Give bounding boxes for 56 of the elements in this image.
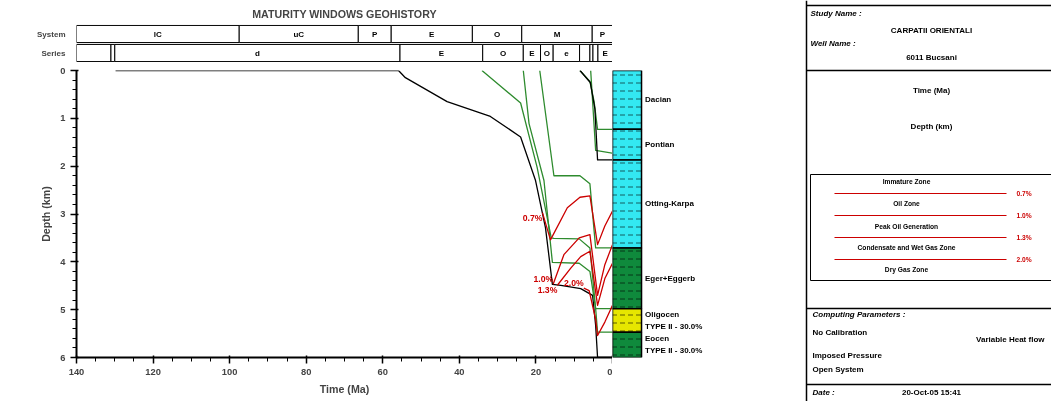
data-label: P [599, 29, 606, 39]
data-label: d [254, 48, 260, 58]
y-axis-title: Depth (km) [40, 185, 53, 242]
data-label: e [564, 48, 570, 58]
data-label: E [602, 48, 609, 58]
x-tick-label: 0 [607, 366, 613, 377]
text: Study Name : [810, 9, 862, 18]
series-label: 0.7% [522, 212, 543, 223]
x-tick-label: 20 [530, 366, 542, 377]
data-label: O [493, 29, 501, 39]
data-label: O [499, 48, 507, 58]
text: CARPATII ORIENTALI [890, 26, 973, 35]
y-tick-label: 6 [60, 352, 66, 363]
text: Time (Ma) [912, 86, 951, 95]
text: Date : [812, 388, 836, 397]
x-tick-label: 60 [377, 366, 388, 377]
text: Depth (km) [910, 122, 953, 131]
series-label: 1.3% [537, 285, 558, 296]
x-tick-label: 80 [301, 366, 312, 377]
x-tick-label: 100 [221, 366, 238, 377]
y-tick-label: 4 [60, 256, 67, 267]
data-label: lC [153, 29, 163, 39]
data-label: P [372, 29, 379, 39]
text: 20-Oct-05 15:41 [901, 388, 962, 397]
series-label: Dacian [645, 95, 672, 105]
text: Well Name : [810, 39, 857, 48]
text: Imposed Pressure [812, 351, 883, 360]
data-label: E [429, 29, 436, 39]
y-tick-label: 3 [60, 209, 66, 219]
series-label: Eger+Eggerb [645, 273, 696, 283]
data-label: E [529, 48, 536, 58]
x-tick-label: 140 [68, 366, 85, 377]
y-tick-label: System [37, 29, 66, 39]
data-label: O [543, 48, 550, 58]
text: Open System [812, 365, 864, 374]
y-tick-label: 0 [60, 65, 66, 76]
series-label: Eocen TYPE II - 30.0% [645, 334, 703, 356]
series-label: Oligocen TYPE II - 30.0% [645, 310, 703, 331]
y-tick-label: 2 [60, 161, 66, 172]
chart-title: MATURITY WINDOWS GEOHISTORY [252, 7, 437, 20]
series-label: Pontian [645, 140, 675, 150]
x-axis-title: Time (Ma) [319, 382, 370, 395]
y-tick-label: 1 [60, 113, 66, 124]
text: Computing Parameters : [812, 310, 906, 319]
y-tick-label: 5 [60, 304, 66, 315]
y-tick-label: Series [41, 48, 67, 58]
x-tick-label: 120 [145, 366, 161, 377]
data-label: M [553, 29, 561, 39]
data-label: uC [293, 29, 305, 39]
text: Variable Heat flow [976, 335, 1046, 344]
series-label: 2.0% [564, 278, 585, 289]
data-label: E [438, 48, 445, 58]
x-tick-label: 40 [454, 366, 465, 377]
series-label: Otting-Karpa [645, 199, 695, 209]
text: No Calibration [812, 328, 868, 337]
text: 6011 Bucsani [906, 53, 957, 62]
